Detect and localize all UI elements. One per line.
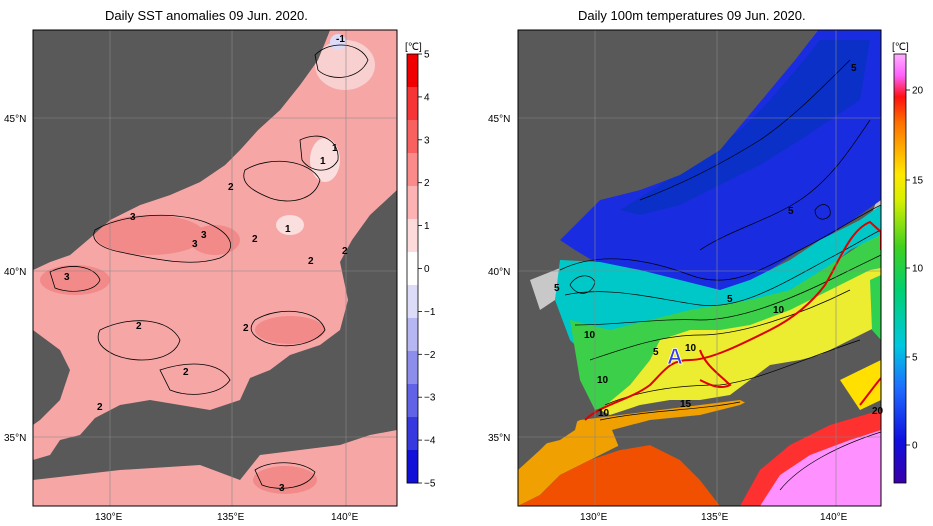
colorbar-tick-label: 1: [424, 221, 430, 232]
colorbar-unit: [℃]: [405, 42, 422, 53]
contour-label: 10: [597, 375, 609, 386]
lon-label: 140°E: [820, 512, 848, 523]
colorbar-swatch: [407, 384, 418, 418]
colorbar-tick-label: 4: [424, 92, 430, 103]
left-axis-labels: 45°N 40°N 35°N 130°E 135°E 140°E: [4, 114, 359, 523]
left-map: [33, 30, 397, 506]
colorbar-tick-label: 5: [424, 50, 430, 61]
colorbar-swatch: [407, 120, 418, 154]
contour-label: 1: [332, 143, 338, 154]
colorbar-unit: [℃]: [892, 42, 909, 53]
colorbar-swatch: [407, 153, 418, 187]
contour-label: 2: [342, 246, 348, 257]
colorbar-tick-label: −5: [424, 479, 436, 490]
lon-label: 135°E: [217, 512, 245, 523]
left-contour-labels: -1 1 1 1 2 2 3 3 3 2 2 3 2 2 2 2 3: [64, 34, 348, 494]
contour-label: 2: [252, 234, 258, 245]
colorbar-swatch: [407, 219, 418, 253]
colorbar-tick-label: 0: [424, 264, 430, 275]
colorbar-tick-label: −2: [424, 350, 436, 361]
colorbar-swatch: [407, 252, 418, 286]
contour-label: 3: [192, 239, 198, 250]
colorbar-swatch: [407, 87, 418, 121]
lat-label: 35°N: [4, 433, 26, 444]
colorbar-tick-label: 5: [912, 353, 918, 364]
lat-label: 45°N: [488, 114, 510, 125]
contour-label: -1: [336, 34, 345, 45]
lon-label: 135°E: [701, 512, 729, 523]
lon-label: 130°E: [95, 512, 123, 523]
right-map-title: Daily 100m temperatures 09 Jun. 2020.: [578, 8, 806, 23]
right-map: [518, 30, 881, 506]
colorbar-tick-label: 3: [424, 135, 430, 146]
contour-label: 15: [680, 399, 692, 410]
contour-label: 2: [136, 321, 142, 332]
lon-label: 130°E: [580, 512, 608, 523]
right-contour-labels: 5 5 5 5 10 10 5 10 10 10 15 20: [554, 63, 884, 419]
left-map-title: Daily SST anomalies 09 Jun. 2020.: [105, 8, 308, 23]
colorbar-tick-label: −1: [424, 307, 436, 318]
contour-label: 5: [727, 294, 733, 305]
contour-label: 3: [130, 212, 136, 223]
contour-label: 1: [320, 156, 326, 167]
right-axis-labels: 45°N 40°N 35°N 130°E 135°E 140°E: [488, 114, 848, 523]
contour-label: 2: [308, 256, 314, 267]
left-colorbar: [℃] 5 4 3 2 1 0 −1 −2 −3 −4 −5: [405, 42, 436, 490]
colorbar-swatch: [407, 186, 418, 220]
colorbar-swatch: [407, 351, 418, 385]
contour-label: 1: [285, 224, 291, 235]
contour-label: 5: [554, 283, 560, 294]
lat-label: 35°N: [488, 433, 510, 444]
contour-label: 5: [851, 63, 857, 74]
colorbar-tick-label: −3: [424, 393, 436, 404]
right-grid: [518, 30, 881, 506]
contour-label: 10: [685, 343, 697, 354]
contour-label: 2: [228, 182, 234, 193]
contour-label: 2: [183, 367, 189, 378]
front-line: [584, 220, 881, 421]
left-grid: [33, 30, 397, 506]
contour-label: 2: [97, 402, 103, 413]
lat-label: 40°N: [488, 267, 510, 278]
contour-label: 2: [243, 323, 249, 334]
colorbar-tick-label: 2: [424, 178, 430, 189]
colorbar-tick-label: −4: [424, 436, 436, 447]
colorbar-swatch: [407, 318, 418, 352]
colorbar-swatch: [407, 417, 418, 451]
lon-label: 140°E: [331, 512, 359, 523]
contour-label: 3: [279, 483, 285, 494]
contour-label: 10: [598, 408, 610, 419]
marker-a: A: [667, 344, 683, 369]
lat-label: 45°N: [4, 114, 26, 125]
colorbar-tick-label: 20: [912, 86, 924, 97]
contour-label: 5: [788, 206, 794, 217]
right-map-frame: [517, 29, 882, 507]
contour-label: 20: [872, 406, 884, 417]
contour-label: 10: [773, 305, 785, 316]
colorbar-tick-label: 15: [912, 176, 924, 187]
colorbar-tick-label: 10: [912, 264, 924, 275]
colorbar-tick-label: 0: [912, 441, 918, 452]
colorbar-swatch: [407, 450, 418, 484]
contour-label: 3: [64, 272, 70, 283]
contour-label: 5: [653, 347, 659, 358]
contour-label: 10: [584, 330, 596, 341]
contour-label: 3: [201, 230, 207, 241]
colorbar-swatch: [407, 54, 418, 88]
colorbar-swatch: [407, 285, 418, 319]
lat-label: 40°N: [4, 267, 26, 278]
left-map-frame: [32, 29, 398, 507]
right-colorbar: [℃] 20 15 10 5 0: [892, 42, 924, 484]
